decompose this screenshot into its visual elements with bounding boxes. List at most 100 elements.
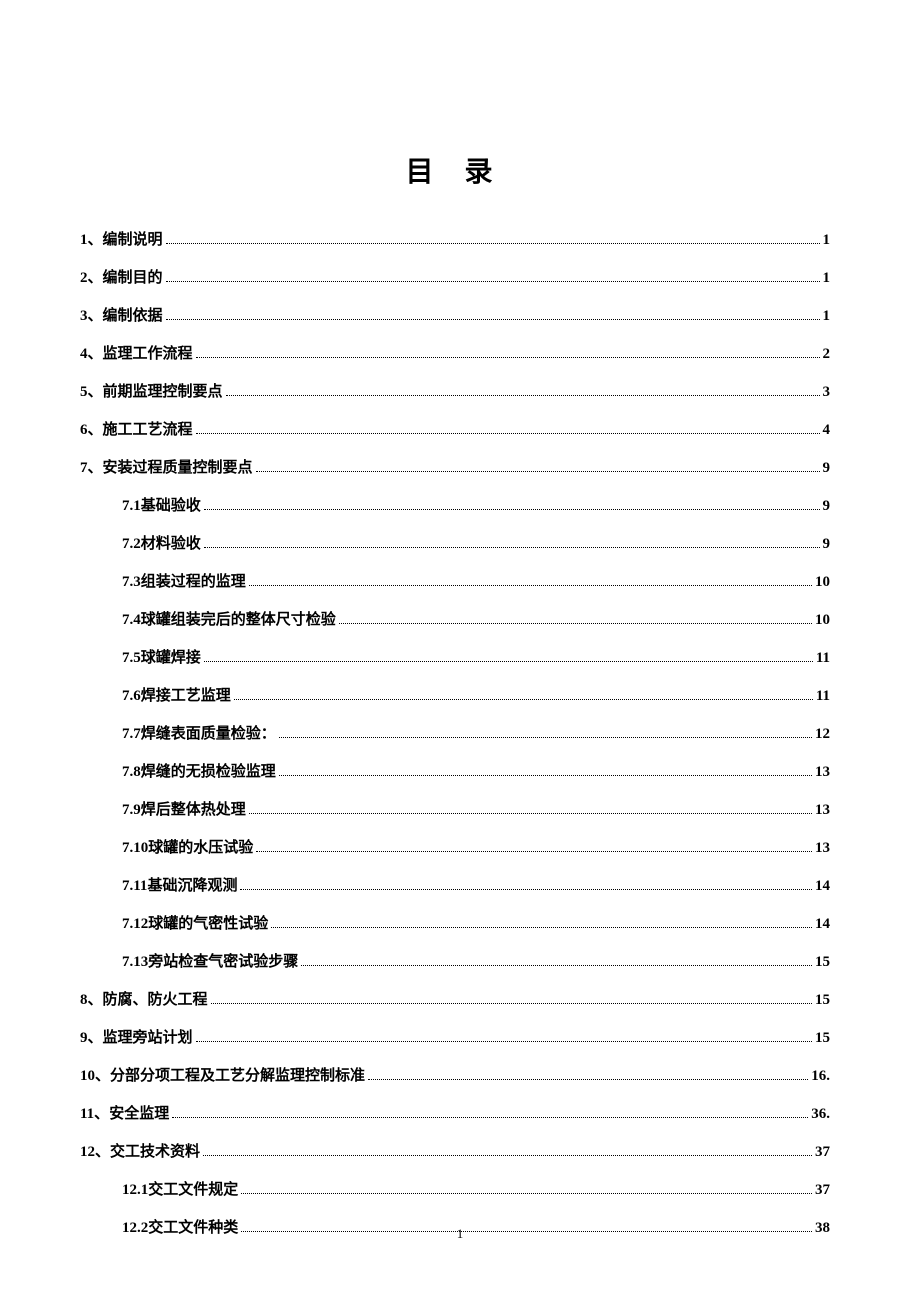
toc-leader: [234, 699, 813, 700]
toc-entry-num: 6、: [80, 420, 103, 441]
toc-entry-text: 焊后整体热处理: [141, 800, 246, 821]
toc-entry-text: 组装过程的监理: [141, 572, 246, 593]
toc-title: 目 录: [80, 150, 830, 190]
toc-entry-text: 材料验收: [141, 534, 201, 555]
toc-entry: 7.8 焊缝的无损检验监理13: [80, 762, 830, 783]
toc-entry-text: 球罐组装完后的整体尺寸检验: [141, 610, 336, 631]
toc-entry-text: 施工工艺流程: [103, 420, 193, 441]
toc-entry-text: 前期监理控制要点: [103, 382, 223, 403]
toc-entry: 7.2 材料验收9: [80, 534, 830, 555]
toc-entry-num: 3、: [80, 306, 103, 327]
toc-leader: [166, 319, 820, 320]
toc-entry-page: 9: [823, 458, 831, 479]
toc-entry: 7.11 基础沉降观测14: [80, 876, 830, 897]
toc-entry-num: 7.12: [122, 914, 148, 935]
toc-leader: [240, 889, 812, 890]
toc-entry: 7.7 焊缝表面质量检验：12: [80, 724, 830, 745]
toc-entry: 7.10 球罐的水压试验13: [80, 838, 830, 859]
toc-entry-num: 2、: [80, 268, 103, 289]
toc-entry-text: 基础验收: [141, 496, 201, 517]
toc-entry-page: 37: [815, 1180, 830, 1201]
toc-entry-page: 11: [816, 686, 830, 707]
toc-entry: 7.4 球罐组装完后的整体尺寸检验10: [80, 610, 830, 631]
toc-entry-text: 防腐、防火工程: [103, 990, 208, 1011]
toc-entry-num: 7.7: [122, 724, 141, 745]
toc-entry-page: 37: [815, 1142, 830, 1163]
toc-entry-num: 7.8: [122, 762, 141, 783]
toc-entry-num: 11、: [80, 1104, 109, 1125]
toc-entry-page: 16.: [811, 1066, 830, 1087]
toc-entry-page: 14: [815, 876, 830, 897]
toc-leader: [196, 1041, 812, 1042]
toc-entry-page: 13: [815, 800, 830, 821]
toc-entry-text: 交工文件规定: [148, 1180, 238, 1201]
toc-entry-page: 15: [815, 1028, 830, 1049]
toc-entry-text: 编制依据: [103, 306, 163, 327]
toc-entry-page: 15: [815, 990, 830, 1011]
toc-entry-page: 15: [815, 952, 830, 973]
toc-entry-page: 2: [823, 344, 831, 365]
toc-entry-page: 4: [823, 420, 831, 441]
toc-leader: [271, 927, 812, 928]
toc-entry-page: 11: [816, 648, 830, 669]
toc-leader: [204, 509, 820, 510]
toc-entry: 7.1 基础验收 9: [80, 496, 830, 517]
toc-entry-text: 基础沉降观测: [147, 876, 237, 897]
toc-leader: [211, 1003, 812, 1004]
toc-entry-text: 编制说明: [103, 230, 163, 251]
toc-entry-text: 球罐的气密性试验: [148, 914, 268, 935]
toc-entry-page: 3: [823, 382, 831, 403]
toc-entry-page: 1: [823, 230, 831, 251]
toc-leader: [249, 585, 812, 586]
toc-entry-text: 焊缝表面质量检验：: [141, 724, 276, 745]
toc-entry-num: 7.9: [122, 800, 141, 821]
toc-leader: [241, 1193, 812, 1194]
toc-entry-num: 5、: [80, 382, 103, 403]
toc-entry-num: 9、: [80, 1028, 103, 1049]
toc-entry-text: 焊缝的无损检验监理: [141, 762, 276, 783]
toc-entry: 5、前期监理控制要点 3: [80, 382, 830, 403]
toc-entry: 7.6 焊接工艺监理 11: [80, 686, 830, 707]
toc-entry-num: 1、: [80, 230, 103, 251]
toc-leader: [368, 1079, 808, 1080]
toc-entry: 7.5 球罐焊接11: [80, 648, 830, 669]
toc-entry: 12.1 交工文件规定 37: [80, 1180, 830, 1201]
toc-leader: [196, 433, 820, 434]
toc-entry: 7、安装过程质量控制要点9: [80, 458, 830, 479]
toc-entry: 2、编制目的 1: [80, 268, 830, 289]
toc-entry: 8、防腐、防火工程 15: [80, 990, 830, 1011]
toc-entry-num: 8、: [80, 990, 103, 1011]
toc-entry-num: 12、: [80, 1142, 110, 1163]
toc-entry-page: 1: [823, 306, 831, 327]
toc-entry-num: 7.3: [122, 572, 141, 593]
toc-leader: [226, 395, 820, 396]
toc-leader: [256, 851, 812, 852]
toc-entry-text: 交工技术资料: [110, 1142, 200, 1163]
toc-leader: [172, 1117, 808, 1118]
toc-entry: 7.13 旁站检查气密试验步骤15: [80, 952, 830, 973]
toc-entry-page: 9: [823, 496, 831, 517]
toc-entry-num: 7.13: [122, 952, 148, 973]
toc-leader: [204, 547, 820, 548]
toc-entry: 7.12 球罐的气密性试验14: [80, 914, 830, 935]
toc-entry: 10、分部分项工程及工艺分解监理控制标准 16.: [80, 1066, 830, 1087]
toc-entry: 9、监理旁站计划15: [80, 1028, 830, 1049]
toc-entry-text: 编制目的: [103, 268, 163, 289]
toc-container: 1、编制说明12、编制目的13、编制依据14、监理工作流程25、前期监理控制要点…: [80, 230, 830, 1239]
toc-entry-page: 9: [823, 534, 831, 555]
toc-leader: [279, 775, 812, 776]
toc-entry-num: 7.6: [122, 686, 141, 707]
toc-entry-text: 焊接工艺监理: [141, 686, 231, 707]
toc-entry: 7.3 组装过程的监理10: [80, 572, 830, 593]
toc-entry-page: 1: [823, 268, 831, 289]
toc-entry-num: 7、: [80, 458, 103, 479]
toc-entry-num: 12.1: [122, 1180, 148, 1201]
toc-entry-num: 7.4: [122, 610, 141, 631]
toc-leader: [339, 623, 812, 624]
toc-leader: [204, 661, 813, 662]
toc-entry: 7.9 焊后整体热处理 13: [80, 800, 830, 821]
toc-entry-text: 分部分项工程及工艺分解监理控制标准: [110, 1066, 365, 1087]
toc-entry: 4、监理工作流程2: [80, 344, 830, 365]
toc-entry-num: 10、: [80, 1066, 110, 1087]
toc-entry-num: 7.1: [122, 496, 141, 517]
